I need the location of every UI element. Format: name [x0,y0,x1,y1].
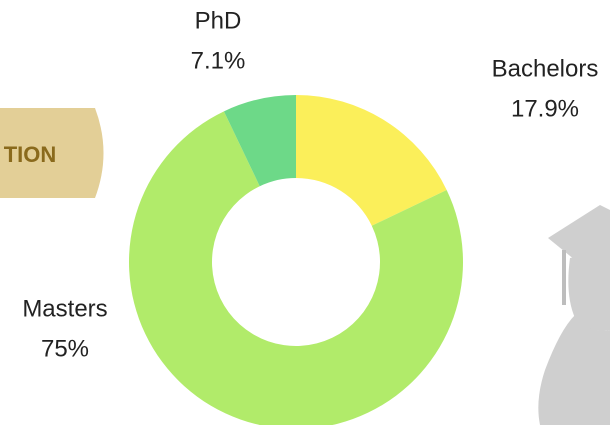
slice-label: Masters [22,295,107,322]
slice-value-label: 17.9% [511,95,579,122]
graduate-silhouette [538,205,610,425]
donut-slice [129,111,463,425]
slice-value-label: 7.1% [191,47,246,74]
donut-slice [223,95,296,187]
banner-text: TION [4,142,57,167]
slice-label: PhD [195,7,242,34]
slice-value-label: 75% [41,335,89,362]
slice-label: Bachelors [492,55,599,82]
banner-shape [0,108,104,198]
donut-slice [296,95,447,226]
